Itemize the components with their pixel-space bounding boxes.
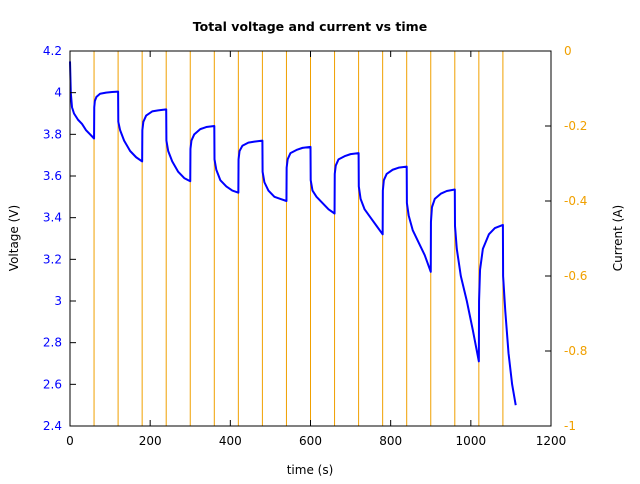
y2-tick-label: -0.2 <box>564 119 587 133</box>
y-tick-label: 3.4 <box>43 211 62 225</box>
current-series <box>70 50 516 427</box>
y-axis-label: Voltage (V) <box>7 205 21 271</box>
x-tick-label: 600 <box>299 434 322 448</box>
y-tick-label: 3.2 <box>43 252 62 266</box>
x-axis-label: time (s) <box>287 463 334 477</box>
y-tick-label: 2.6 <box>43 377 62 391</box>
y2-tick-label: -0.6 <box>564 269 587 283</box>
x-tick-label: 800 <box>379 434 402 448</box>
x-tick-label: 1200 <box>536 434 567 448</box>
voltage-series <box>69 61 517 406</box>
y-tick-label: 3.6 <box>43 169 62 183</box>
x-tick-label: 1000 <box>456 434 487 448</box>
y-tick-label: 2.4 <box>43 419 62 433</box>
y2-tick-label: -0.8 <box>564 344 587 358</box>
current-line <box>70 50 516 427</box>
y-tick-label: 3 <box>54 294 62 308</box>
y2-tick-label: -0.4 <box>564 194 587 208</box>
voltage-line <box>69 61 517 406</box>
y2-tick-label: -1 <box>564 419 576 433</box>
chart-title: Total voltage and current vs time <box>193 19 427 34</box>
x-tick-label: 200 <box>139 434 162 448</box>
x-tick-label: 400 <box>219 434 242 448</box>
y2-tick-label: 0 <box>564 44 572 58</box>
y2-axis-label: Current (A) <box>611 205 625 271</box>
y-tick-label: 2.8 <box>43 336 62 350</box>
y-tick-label: 4 <box>54 86 62 100</box>
y-tick-label: 3.8 <box>43 127 62 141</box>
x-tick-label: 0 <box>66 434 74 448</box>
y-tick-label: 4.2 <box>43 44 62 58</box>
axis-ticks: 0 200 400 600 800 1000 1200 2.4 2.6 2.8 3 3.2 3.4 3.6… <box>43 44 588 448</box>
